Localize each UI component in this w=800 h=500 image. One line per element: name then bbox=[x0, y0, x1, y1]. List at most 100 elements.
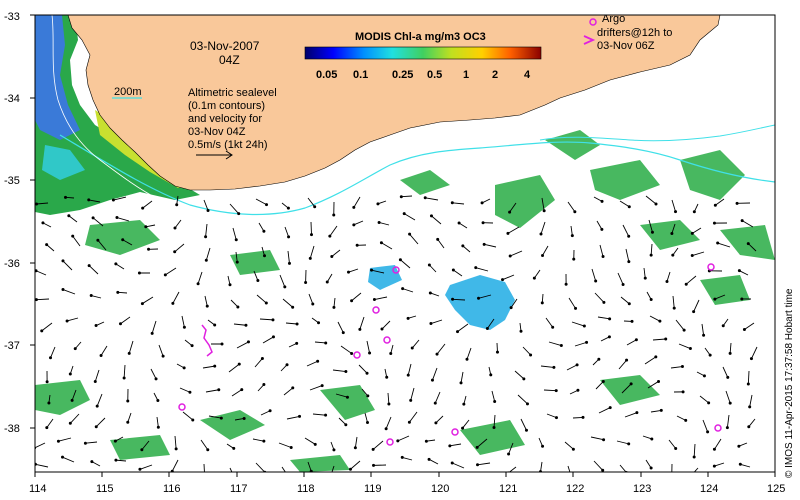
velocity-arrow bbox=[262, 336, 274, 344]
velocity-arrow-head bbox=[740, 297, 744, 301]
velocity-arrow bbox=[670, 366, 683, 369]
velocity-arrow-head bbox=[721, 324, 725, 328]
velocity-arrow-head bbox=[372, 298, 376, 302]
velocity-arrow bbox=[35, 463, 49, 468]
velocity-arrow bbox=[510, 250, 523, 257]
velocity-arrow-head bbox=[45, 243, 49, 247]
velocity-arrow-head bbox=[627, 260, 631, 264]
velocity-arrow bbox=[449, 443, 462, 447]
velocity-arrow bbox=[62, 456, 75, 463]
velocity-arrow bbox=[128, 340, 134, 354]
velocity-arrow-head bbox=[137, 271, 141, 275]
velocity-arrow-head bbox=[493, 399, 497, 403]
velocity-arrow bbox=[517, 394, 528, 405]
velocity-arrow-head bbox=[191, 418, 195, 422]
velocity-arrow-head bbox=[519, 329, 523, 333]
velocity-arrow bbox=[260, 410, 271, 416]
velocity-arrow bbox=[381, 242, 393, 250]
velocity-arrow bbox=[150, 368, 157, 380]
velocity-arrow-head bbox=[232, 446, 236, 450]
velocity-arrow bbox=[675, 319, 685, 331]
velocity-arrow-head bbox=[629, 382, 633, 386]
velocity-arrow-head bbox=[672, 306, 676, 310]
velocity-arrow-head bbox=[627, 302, 631, 306]
sealevel-note-line: 0.5m/s (1kt 24h) bbox=[188, 139, 267, 151]
velocity-arrow bbox=[452, 202, 465, 205]
velocity-arrow-head bbox=[173, 250, 177, 254]
velocity-arrow bbox=[429, 264, 437, 273]
velocity-arrow-head bbox=[358, 327, 362, 331]
velocity-arrow bbox=[228, 363, 240, 373]
velocity-arrow-head bbox=[295, 341, 299, 345]
velocity-arrow-head bbox=[271, 335, 275, 339]
velocity-arrow bbox=[666, 271, 671, 282]
velocity-arrow bbox=[184, 339, 193, 347]
velocity-arrow-head bbox=[287, 476, 290, 479]
velocity-arrow bbox=[642, 435, 652, 440]
velocity-arrow-head bbox=[113, 439, 117, 443]
x-tick-label: 120 bbox=[431, 483, 449, 495]
velocity-arrow bbox=[749, 394, 753, 407]
chl-patch bbox=[700, 275, 750, 305]
velocity-arrow bbox=[36, 202, 49, 205]
velocity-arrow bbox=[304, 437, 316, 445]
velocity-arrow-head bbox=[170, 469, 174, 472]
velocity-arrow-head bbox=[706, 430, 710, 434]
velocity-arrow bbox=[281, 466, 286, 472]
velocity-arrow-head bbox=[735, 201, 739, 205]
velocity-arrow-head bbox=[90, 460, 94, 464]
velocity-arrow-head bbox=[433, 401, 437, 405]
velocity-arrow-head bbox=[674, 446, 678, 450]
velocity-arrow-head bbox=[627, 234, 631, 238]
velocity-arrow-head bbox=[427, 457, 431, 461]
velocity-arrow-head bbox=[309, 233, 313, 237]
velocity-arrow-head bbox=[309, 469, 313, 472]
velocity-arrow-head bbox=[749, 357, 753, 361]
velocity-arrow bbox=[182, 411, 194, 421]
velocity-arrow-head bbox=[712, 447, 716, 451]
velocity-arrow-head bbox=[144, 225, 148, 229]
velocity-arrow-head bbox=[91, 216, 95, 220]
velocity-arrow bbox=[425, 197, 439, 201]
velocity-arrow bbox=[69, 413, 80, 424]
velocity-arrow-head bbox=[329, 474, 332, 477]
argo-legend-line: drifters@12h to bbox=[597, 27, 672, 39]
velocity-arrow-head bbox=[450, 201, 454, 205]
velocity-arrow-head bbox=[574, 306, 578, 310]
argo-legend-track-icon bbox=[583, 35, 596, 45]
velocity-arrow-head bbox=[436, 237, 440, 241]
velocity-arrow bbox=[409, 411, 418, 423]
velocity-arrow-head bbox=[690, 254, 694, 258]
velocity-arrow-head bbox=[188, 390, 192, 394]
velocity-arrow bbox=[378, 222, 390, 226]
velocity-arrow-head bbox=[182, 325, 186, 329]
velocity-arrow-head bbox=[283, 285, 287, 289]
velocity-arrow bbox=[333, 297, 336, 308]
argo-float bbox=[451, 428, 459, 436]
velocity-arrow bbox=[522, 346, 531, 356]
velocity-arrow bbox=[671, 223, 676, 234]
argo-float bbox=[714, 424, 722, 432]
colorbar-tick: 4 bbox=[524, 69, 531, 81]
chl-patch bbox=[230, 250, 280, 275]
velocity-arrow-head bbox=[161, 354, 165, 358]
velocity-arrow-head bbox=[344, 423, 348, 427]
velocity-arrow-head bbox=[372, 463, 376, 467]
velocity-arrow bbox=[462, 419, 470, 429]
velocity-arrow-head bbox=[690, 231, 694, 235]
velocity-arrow-head bbox=[355, 243, 359, 247]
velocity-arrow-head bbox=[428, 291, 432, 295]
velocity-arrow bbox=[478, 294, 492, 299]
velocity-arrow bbox=[256, 294, 267, 304]
velocity-arrow-head bbox=[664, 337, 668, 341]
velocity-arrow-head bbox=[350, 351, 354, 355]
velocity-arrow-head bbox=[126, 399, 130, 403]
velocity-arrow bbox=[747, 243, 757, 252]
velocity-arrow bbox=[649, 315, 661, 322]
velocity-arrow bbox=[359, 316, 365, 330]
velocity-arrow-head bbox=[429, 322, 433, 326]
velocity-arrow bbox=[181, 315, 185, 328]
velocity-arrow-head bbox=[345, 395, 349, 399]
velocity-arrow bbox=[307, 461, 312, 472]
velocity-arrow-head bbox=[401, 287, 405, 291]
